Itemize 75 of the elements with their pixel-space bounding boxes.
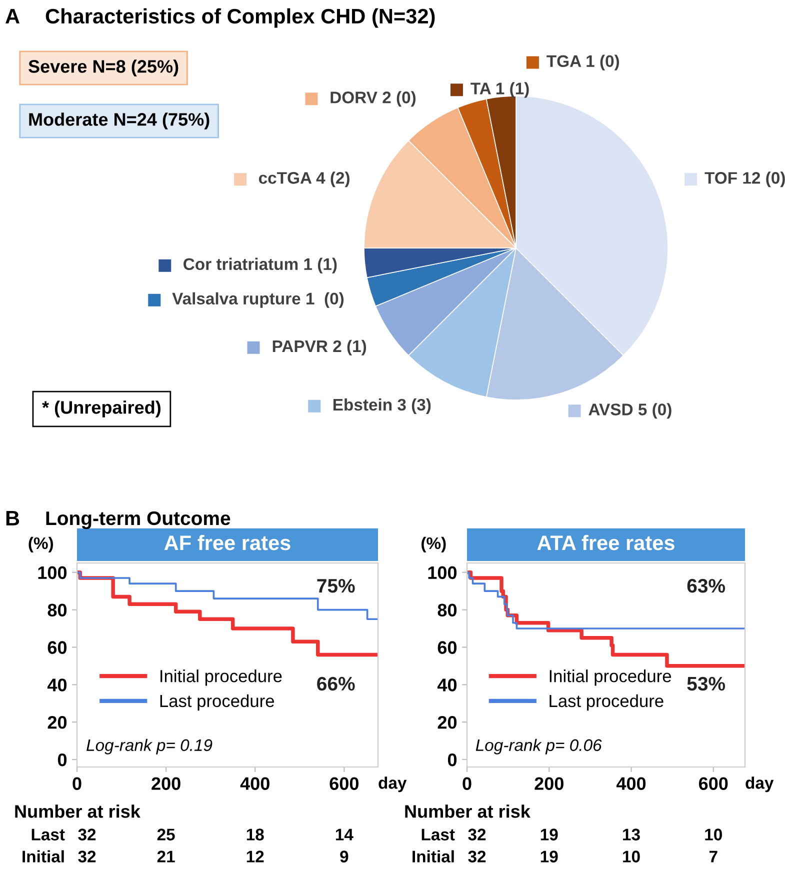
y-tick-label: 0 xyxy=(58,753,67,766)
text: Long-term Outcome xyxy=(46,511,230,530)
x-tick-label: 200 xyxy=(534,777,564,790)
text: 32 xyxy=(468,828,486,840)
text: 7 xyxy=(709,850,718,862)
text: Last xyxy=(422,828,455,840)
text: * (Unrepaired) xyxy=(42,400,160,418)
x-tick-label: 400 xyxy=(616,777,646,790)
text: 10 xyxy=(705,828,722,840)
annotation: 63% xyxy=(687,578,726,593)
legend-label: Initial procedure xyxy=(550,670,672,686)
text: Initial xyxy=(412,850,454,862)
y-tick-label: 20 xyxy=(48,716,67,729)
text: 19 xyxy=(540,850,558,862)
x-axis-title: day xyxy=(378,776,407,792)
y-tick-label: 20 xyxy=(438,716,457,729)
legend-label: TGA 1 (0) xyxy=(546,54,620,70)
text: 25 xyxy=(157,828,175,840)
legend-label: ccTGA 4 (2) xyxy=(258,172,350,188)
text: 13 xyxy=(623,828,640,840)
text: 32 xyxy=(78,850,96,862)
legend-label: PAPVR 2 (1) xyxy=(272,340,366,356)
text: Moderate N=24 (75%) xyxy=(29,112,210,130)
legend-label: DORV 2 (0) xyxy=(330,91,416,107)
chart-title: AF free rates xyxy=(164,534,290,550)
legend-label: Cor triatriatum 1 (1) xyxy=(184,258,337,274)
text: 19 xyxy=(540,828,558,840)
text: 10 xyxy=(623,850,640,862)
legend-label: Ebstein 3 (3) xyxy=(333,398,431,414)
text: 21 xyxy=(157,850,175,862)
annotation: 75% xyxy=(317,578,355,593)
chart-title: Characteristics of Complex CHD (N=32) xyxy=(46,8,435,28)
chart-title: ATA free rates xyxy=(537,534,674,550)
text: 32 xyxy=(468,850,486,862)
y-axis-title: (%) xyxy=(422,536,446,552)
x-tick-label: 0 xyxy=(72,777,82,790)
y-tick-label: 0 xyxy=(448,753,457,766)
y-axis-title: (%) xyxy=(28,536,54,552)
y-tick-label: 100 xyxy=(428,566,457,580)
text: Last xyxy=(32,828,65,840)
y-tick-label: 80 xyxy=(48,604,67,617)
legend-label: AVSD 5 (0) xyxy=(588,403,672,419)
legend-label: TA 1 (1) xyxy=(470,82,529,98)
x-tick-label: 200 xyxy=(152,777,180,790)
text: Number at risk xyxy=(15,804,140,818)
text: 32 xyxy=(78,828,96,840)
text: 12 xyxy=(246,850,264,862)
text: Severe N=8 (25%) xyxy=(28,60,178,76)
y-tick-label: 80 xyxy=(438,604,457,617)
annotation: 53% xyxy=(687,676,726,691)
legend-label: TOF 12 (0) xyxy=(704,172,785,188)
legend-label: Last procedure xyxy=(550,694,664,711)
text: 9 xyxy=(340,850,348,862)
x-tick-label: 600 xyxy=(330,777,358,790)
y-tick-label: 60 xyxy=(438,641,457,654)
x-axis-title: day xyxy=(746,776,774,792)
text: 14 xyxy=(336,828,354,840)
y-tick-label: 40 xyxy=(437,678,457,692)
legend-label: Last procedure xyxy=(160,694,274,711)
annotation: Log-rank p= 0.19 xyxy=(86,738,212,754)
legend-label: Initial procedure xyxy=(160,670,282,686)
text: A xyxy=(6,9,20,24)
x-tick-label: 600 xyxy=(698,777,728,790)
text: B xyxy=(6,511,20,526)
y-tick-label: 100 xyxy=(38,566,67,580)
legend-label: Valsalva rupture 1 (0) xyxy=(172,292,344,308)
text: Initial xyxy=(22,850,64,862)
annotation: 66% xyxy=(317,676,355,691)
x-tick-label: 0 xyxy=(462,777,472,790)
text: Number at risk xyxy=(405,804,530,818)
x-tick-label: 400 xyxy=(240,777,270,790)
y-tick-label: 60 xyxy=(48,641,67,654)
text: 18 xyxy=(246,828,264,840)
annotation: Log-rank p= 0.06 xyxy=(476,738,602,754)
y-tick-label: 40 xyxy=(47,678,67,692)
